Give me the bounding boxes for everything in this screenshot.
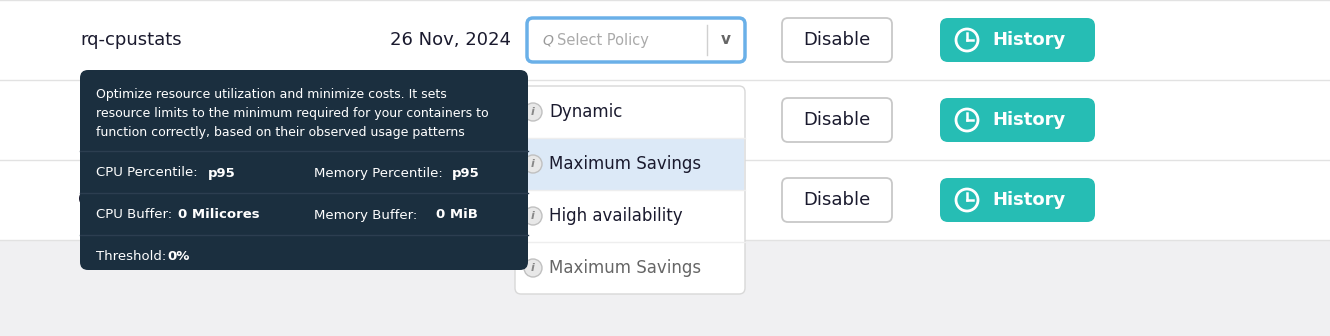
Text: Optimize resource utilization and minimize costs. It sets: Optimize resource utilization and minimi… [96, 88, 447, 101]
FancyBboxPatch shape [940, 98, 1095, 142]
Bar [0, 0, 1330, 80]
FancyBboxPatch shape [940, 178, 1095, 222]
Text: Disable: Disable [803, 31, 871, 49]
Text: Dynamic: Dynamic [549, 103, 622, 121]
FancyBboxPatch shape [80, 70, 528, 270]
Circle shape [524, 103, 543, 121]
Text: i: i [531, 211, 535, 221]
Text: History: History [994, 111, 1067, 129]
Text: C: C [78, 191, 90, 209]
Text: resource limits to the minimum required for your containers to: resource limits to the minimum required … [96, 107, 488, 120]
Circle shape [524, 207, 543, 225]
Text: i: i [531, 107, 535, 117]
Circle shape [524, 259, 543, 277]
Text: rq-cpustats: rq-cpustats [80, 31, 182, 49]
FancyBboxPatch shape [782, 98, 892, 142]
FancyBboxPatch shape [782, 178, 892, 222]
Text: Memory Percentile:: Memory Percentile: [314, 167, 447, 179]
Text: Memory Buffer:: Memory Buffer: [314, 209, 422, 221]
Text: Threshold:: Threshold: [96, 251, 170, 263]
FancyBboxPatch shape [940, 18, 1095, 62]
FancyBboxPatch shape [782, 18, 892, 62]
Text: v: v [721, 33, 732, 47]
Text: 0 Milicores: 0 Milicores [178, 209, 259, 221]
Bar [0, 80, 1330, 160]
Text: Select Policy: Select Policy [557, 33, 649, 47]
Text: Disable: Disable [803, 111, 871, 129]
Text: k: k [78, 111, 88, 129]
Text: History: History [994, 31, 1067, 49]
Bar [516, 138, 743, 190]
Text: 0 MiB: 0 MiB [436, 209, 477, 221]
Text: Maximum Savings: Maximum Savings [549, 155, 701, 173]
Text: High availability: High availability [549, 207, 682, 225]
Text: 26 Nov, 2024: 26 Nov, 2024 [390, 31, 511, 49]
Text: CPU Percentile:: CPU Percentile: [96, 167, 202, 179]
Text: i: i [531, 263, 535, 273]
Text: p95: p95 [452, 167, 480, 179]
Text: function correctly, based on their observed usage patterns: function correctly, based on their obser… [96, 126, 464, 139]
Text: CPU Buffer:: CPU Buffer: [96, 209, 177, 221]
Text: Maximum Savings: Maximum Savings [549, 259, 701, 277]
Circle shape [524, 155, 543, 173]
Text: History: History [994, 191, 1067, 209]
Text: p95: p95 [207, 167, 235, 179]
Text: Disable: Disable [803, 191, 871, 209]
Text: i: i [531, 159, 535, 169]
FancyBboxPatch shape [527, 18, 745, 62]
Text: 0%: 0% [168, 251, 189, 263]
Bar [0, 160, 1330, 240]
Text: Q: Q [543, 33, 553, 47]
FancyBboxPatch shape [515, 86, 745, 294]
